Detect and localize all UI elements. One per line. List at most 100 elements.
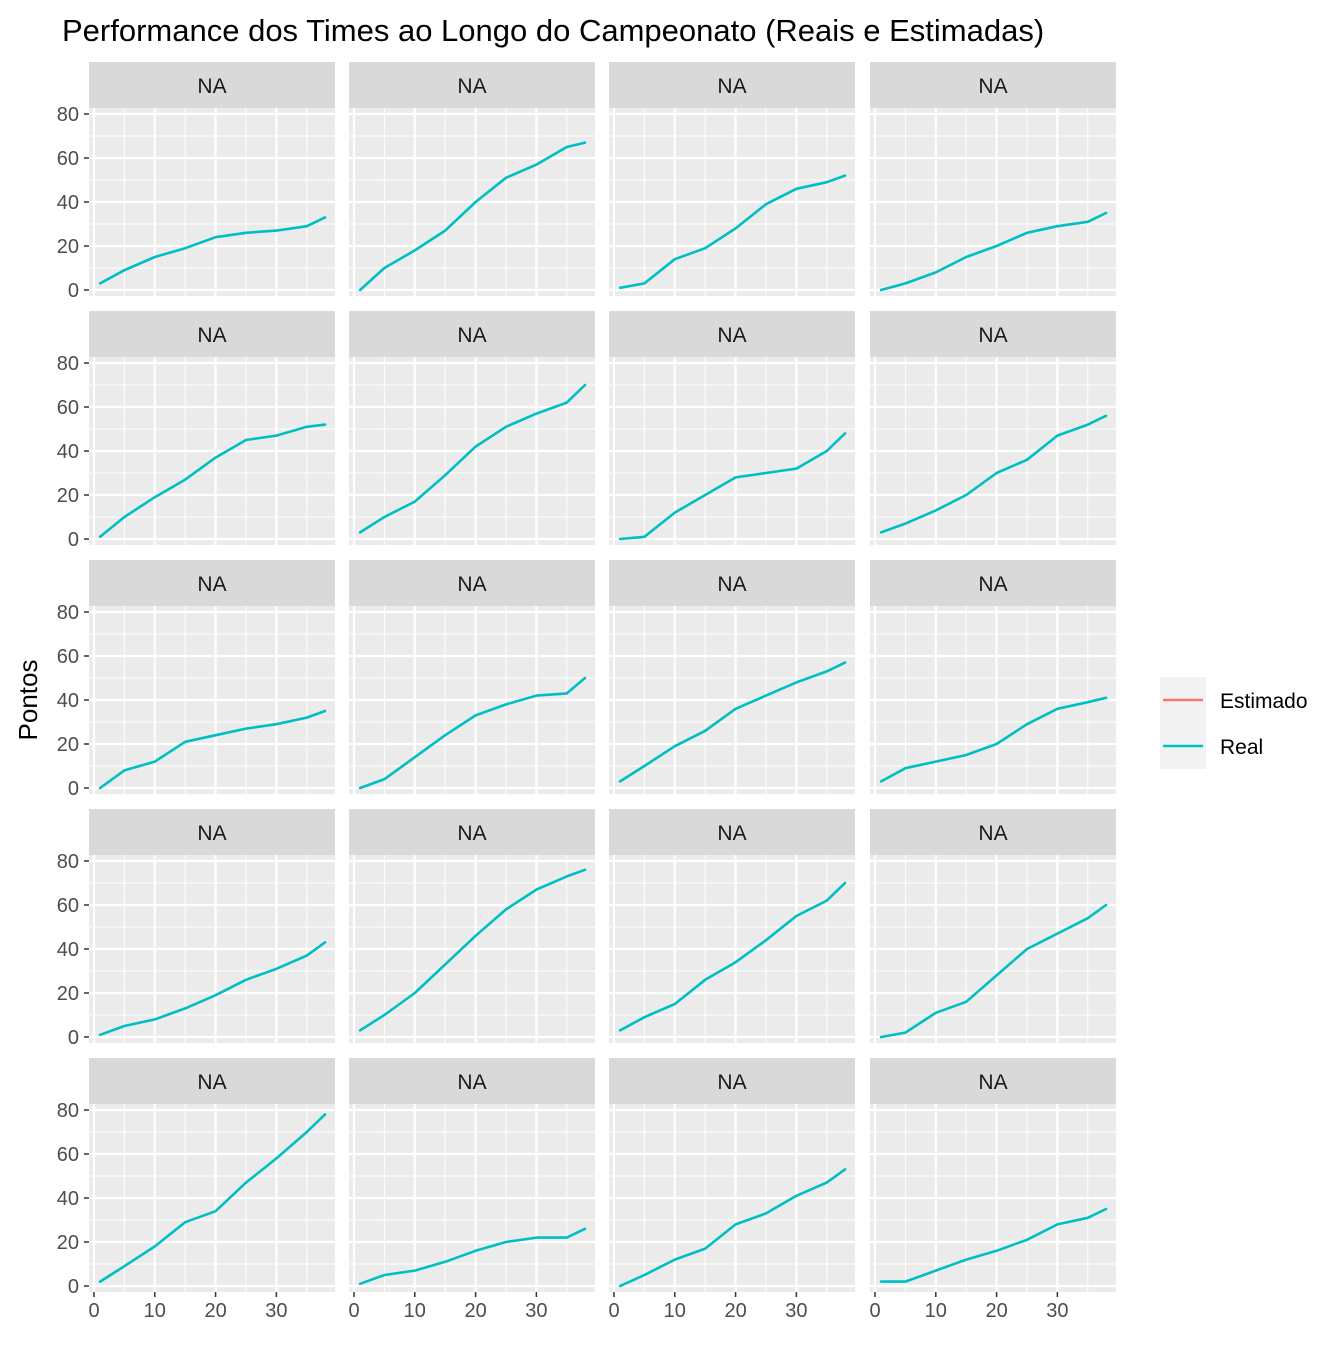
facet-panel: NA — [870, 311, 1116, 545]
y-tick-label: 0 — [68, 1276, 79, 1298]
chart-title: Performance dos Times ao Longo do Campeo… — [62, 13, 1044, 48]
y-tick-label: 60 — [57, 646, 79, 668]
facet-strip — [349, 62, 595, 108]
facet-strip-label: NA — [197, 1071, 226, 1094]
y-tick-label: 40 — [57, 441, 79, 463]
facet-strip-label: NA — [978, 1071, 1007, 1094]
facet-panel: NA — [870, 62, 1116, 296]
y-tick-label: 40 — [57, 1188, 79, 1210]
x-tick-label: 20 — [204, 1300, 226, 1322]
y-tick-label: 20 — [57, 1232, 79, 1254]
series-line-real — [618, 881, 847, 1032]
x-tick-label: 10 — [664, 1300, 686, 1322]
facet-panel: NA — [609, 809, 855, 1043]
series-line-real — [618, 174, 847, 290]
y-tick-label: 80 — [57, 851, 79, 873]
x-tick-label: 20 — [985, 1300, 1007, 1322]
facet-strip-label: NA — [457, 324, 486, 347]
y-tick-label: 20 — [57, 983, 79, 1005]
x-tick-label: 20 — [464, 1300, 486, 1322]
facet-strip — [89, 560, 335, 606]
facet-panel: NA 0 10 20 30 — [608, 1058, 855, 1322]
y-tick-label: 80 — [57, 602, 79, 624]
y-tick-label: 60 — [57, 895, 79, 917]
series-line-real — [98, 1113, 327, 1283]
series-line-real — [879, 1207, 1108, 1283]
facet-strip — [870, 809, 1116, 855]
legend-label-real: Real — [1220, 736, 1263, 759]
series-line-real — [98, 709, 327, 790]
facet-strip-label: NA — [457, 822, 486, 845]
facet-panel: NA 0 20 40 60 80 — [57, 560, 335, 800]
x-tick-label: 10 — [925, 1300, 947, 1322]
y-tick-label: 60 — [57, 397, 79, 419]
x-tick-label: 30 — [525, 1300, 547, 1322]
x-tick-label: 0 — [869, 1300, 880, 1322]
series-line-real — [98, 216, 327, 285]
x-tick-label: 0 — [608, 1300, 619, 1322]
legend: Estimado Real — [1160, 677, 1308, 769]
facet-panel: NA — [349, 809, 595, 1043]
legend-key-background — [1160, 677, 1206, 769]
facet-panel: NA — [609, 62, 855, 296]
facet-strip-label: NA — [457, 1071, 486, 1094]
y-tick-label: 40 — [57, 192, 79, 214]
y-tick-label: 40 — [57, 939, 79, 961]
facet-panel: NA — [609, 560, 855, 794]
series-line-real — [879, 903, 1108, 1039]
series-line-real — [358, 676, 587, 790]
y-tick-label: 80 — [57, 1100, 79, 1122]
facet-strip-label: NA — [197, 573, 226, 596]
series-line-real — [358, 141, 587, 292]
y-tick-label: 40 — [57, 690, 79, 712]
y-tick-label: 80 — [57, 353, 79, 375]
x-tick-label: 30 — [785, 1300, 807, 1322]
facet-panel: NA 0 10 20 30 — [348, 1058, 595, 1322]
facet-strip-label: NA — [978, 324, 1007, 347]
facet-strip — [609, 311, 855, 357]
y-tick-label: 20 — [57, 236, 79, 258]
facet-panel: NA 0 20 40 60 80 0 10 20 30 — [57, 1058, 335, 1322]
facet-strip-label: NA — [717, 324, 746, 347]
facet-strip — [349, 311, 595, 357]
series-line-real — [618, 432, 847, 541]
facet-panel: NA 0 20 40 60 80 — [57, 809, 335, 1049]
facet-panel: NA — [349, 311, 595, 545]
facet-strip — [349, 809, 595, 855]
facet-strip-label: NA — [978, 75, 1007, 98]
panels-layer: NA 0 20 40 60 80 NA NA NA NA 0 20 40 60 80 NA NA NA NA 0 20 4… — [57, 62, 1116, 1322]
series-line-real — [879, 414, 1108, 534]
facet-strip — [89, 62, 335, 108]
facet-panel: NA — [870, 560, 1116, 794]
facet-strip — [609, 1058, 855, 1104]
x-tick-label: 10 — [404, 1300, 426, 1322]
y-tick-label: 0 — [68, 778, 79, 800]
facet-strip — [870, 311, 1116, 357]
facet-strip — [89, 311, 335, 357]
facet-strip — [89, 809, 335, 855]
y-tick-label: 80 — [57, 104, 79, 126]
series-line-real — [98, 941, 327, 1037]
y-tick-label: 60 — [57, 1144, 79, 1166]
x-tick-label: 0 — [348, 1300, 359, 1322]
facet-strip — [609, 560, 855, 606]
series-line-real — [358, 1227, 587, 1286]
x-tick-label: 20 — [724, 1300, 746, 1322]
x-tick-label: 10 — [144, 1300, 166, 1322]
x-tick-label: 30 — [1046, 1300, 1068, 1322]
series-line-real — [618, 661, 847, 783]
facet-strip-label: NA — [717, 822, 746, 845]
facet-strip — [870, 1058, 1116, 1104]
facet-strip — [349, 560, 595, 606]
y-tick-label: 0 — [68, 1027, 79, 1049]
facet-panel: NA — [349, 560, 595, 794]
facet-strip — [89, 1058, 335, 1104]
facet-strip — [870, 560, 1116, 606]
facet-panel: NA — [870, 809, 1116, 1043]
facet-strip-label: NA — [457, 573, 486, 596]
facet-strip-label: NA — [197, 822, 226, 845]
series-line-real — [358, 383, 587, 534]
facet-strip — [870, 62, 1116, 108]
facet-panel: NA 0 10 20 30 — [869, 1058, 1116, 1322]
